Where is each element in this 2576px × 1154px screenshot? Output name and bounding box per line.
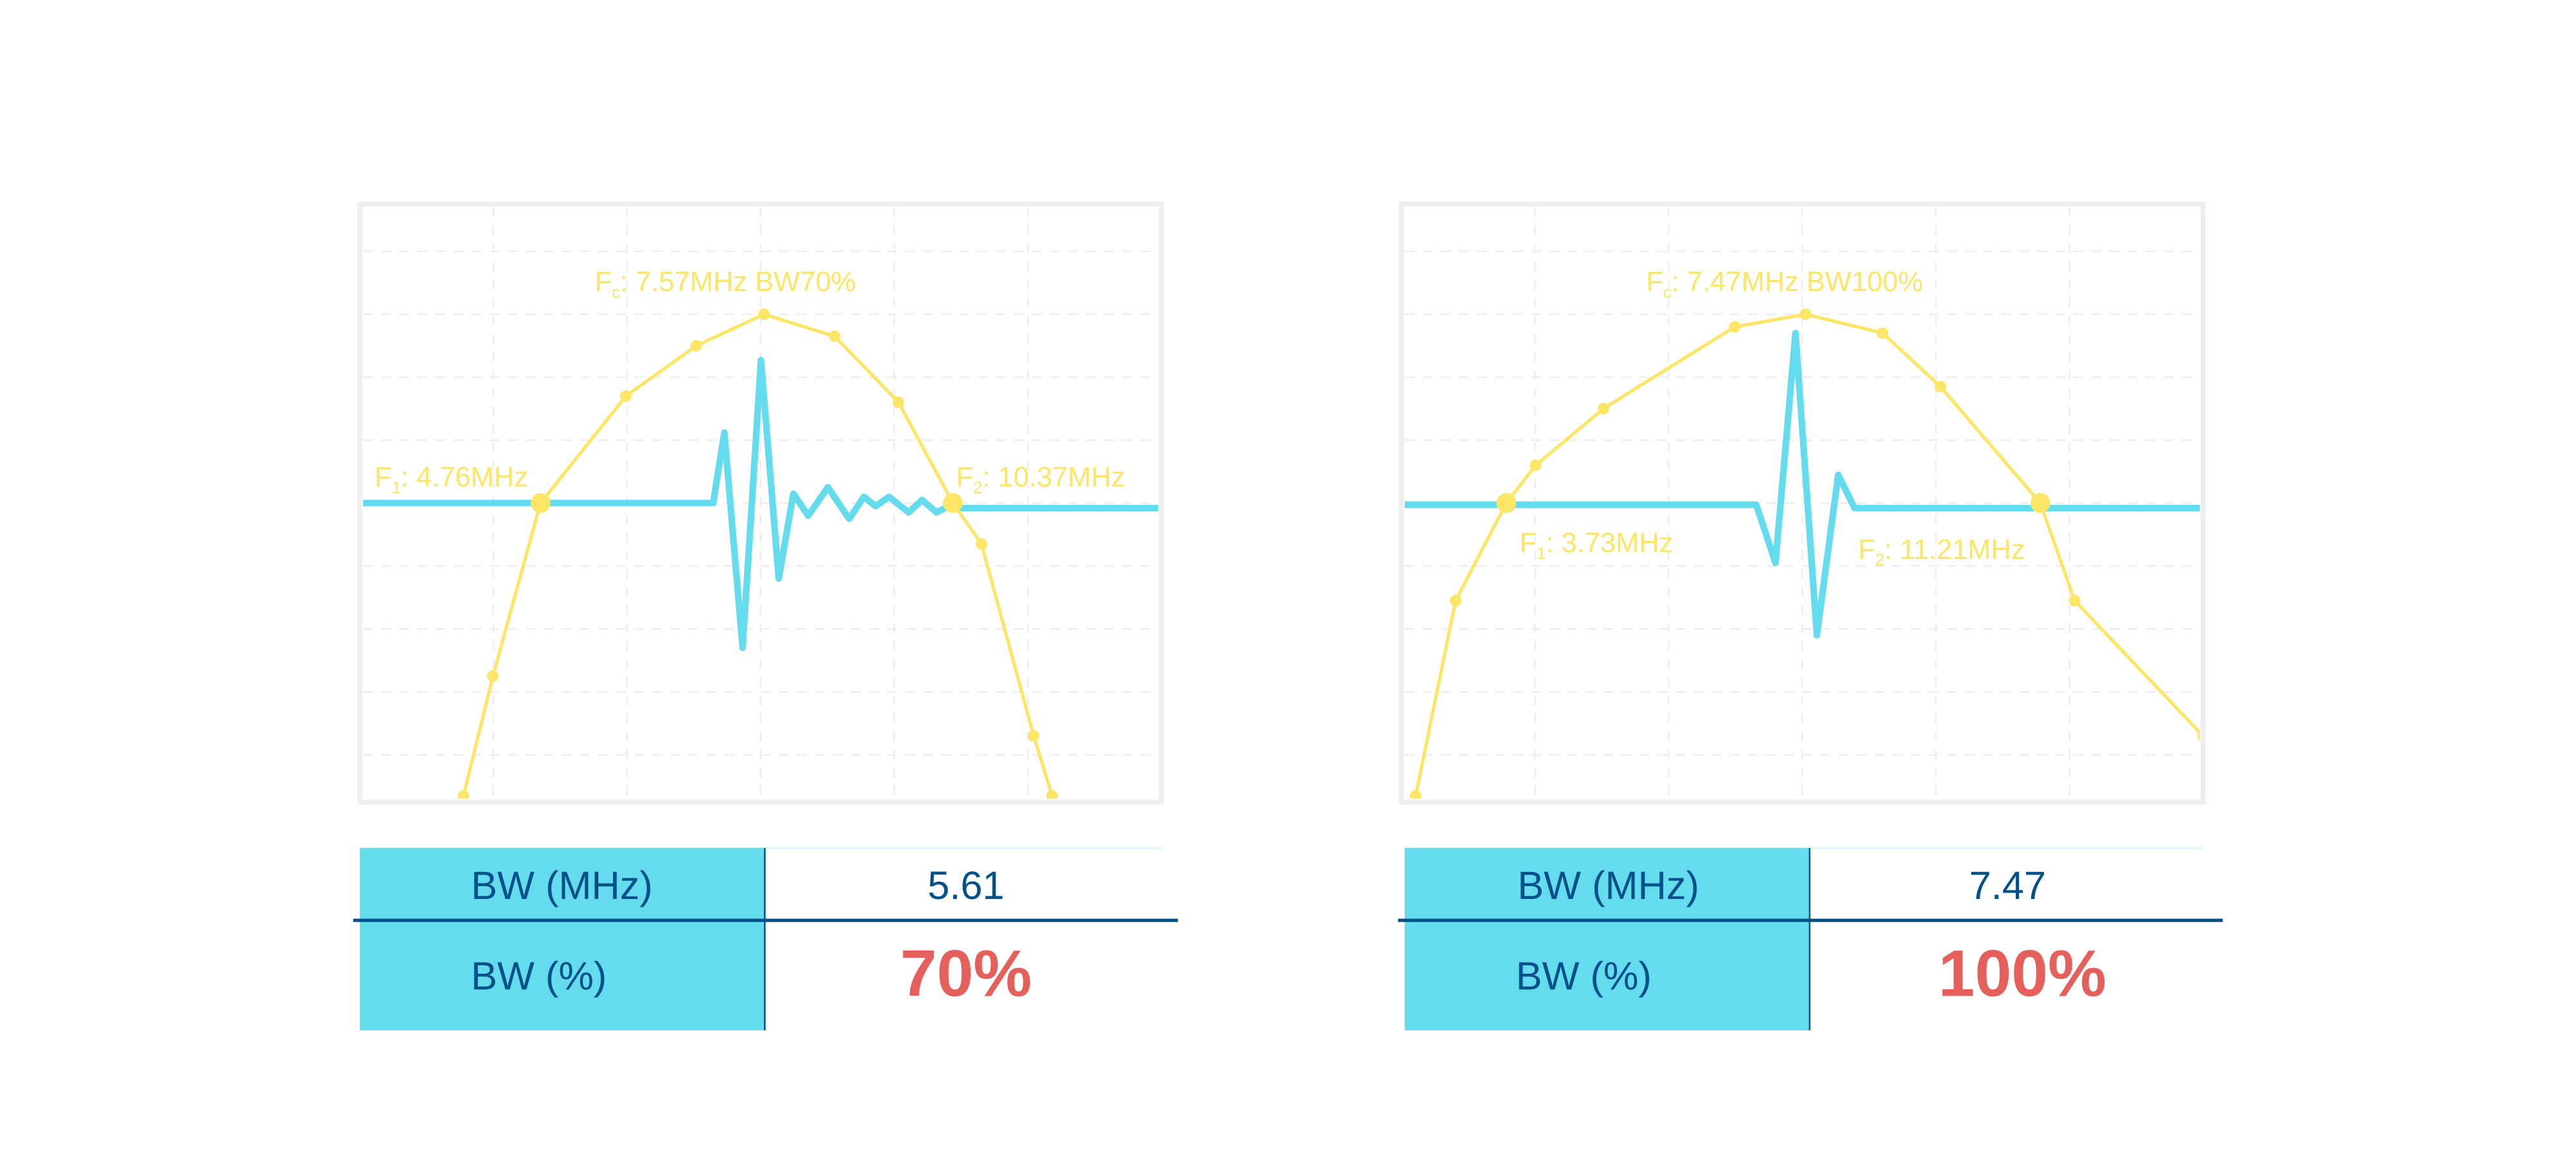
- plot-area: [1405, 308, 2200, 799]
- f2-label: F2: 10.37MHz: [956, 462, 1125, 497]
- bandwidth-table-right: BW (MHz) 7.47 BW (%) 100%: [1397, 847, 2223, 1031]
- f1-label: F1: 3.73MHz: [1520, 528, 1673, 563]
- f2-marker: [2030, 493, 2050, 513]
- pulse-waveform-line: [363, 357, 1159, 652]
- f1-marker: [1496, 493, 1517, 513]
- spectrum-point: [1728, 321, 1741, 333]
- spectrum-point: [828, 330, 840, 343]
- spectrum-point: [976, 538, 987, 550]
- spectrum-point: [2069, 594, 2081, 607]
- chart-left: Fc: 7.57MHz BW70% F1: 4.76MHz F2: 10.37M…: [357, 202, 1164, 805]
- header-cell-bg: [359, 847, 764, 1031]
- bw-mhz-value: 5.61: [927, 864, 1004, 907]
- spectrum-line: [462, 312, 1054, 797]
- center-frequency-label: Fc: 7.47MHz BW100%: [1646, 267, 1923, 301]
- spectrum-point: [1935, 381, 1946, 393]
- spectrum-point: [1877, 327, 1889, 339]
- spectrum-point: [457, 790, 469, 799]
- spectrum-point: [487, 670, 499, 682]
- spectrum-point: [1597, 402, 1609, 415]
- bandwidth-table-left: BW (MHz) 5.61 BW (%) 70%: [353, 847, 1179, 1031]
- header-cell-bg: [1405, 847, 1809, 1031]
- bw-mhz-value: 7.47: [1969, 864, 2046, 907]
- bw-percent-label: BW (%): [471, 954, 607, 998]
- spectrum-point: [1028, 730, 1039, 742]
- bw-mhz-label: BW (MHz): [1517, 864, 1699, 907]
- spectrum-point: [1799, 308, 1812, 320]
- spectrum-point: [893, 396, 904, 408]
- spectrum-point: [620, 390, 632, 402]
- f1-marker: [531, 493, 551, 513]
- spectrum-point: [1410, 790, 1422, 799]
- f1-label: F1: 4.76MHz: [375, 462, 528, 497]
- center-frequency-label: Fc: 7.57MHz BW70%: [594, 267, 856, 301]
- bw-percent-label: BW (%): [1516, 954, 1652, 998]
- bw-percent-value: 70%: [900, 937, 1032, 1010]
- spectrum-point: [1046, 790, 1058, 799]
- spectrum-point: [1450, 594, 1462, 607]
- spectrum-point: [2197, 731, 2200, 741]
- bw-mhz-label: BW (MHz): [471, 864, 652, 907]
- spectrum-line: [1414, 312, 2200, 797]
- f2-label: F2: 11.21MHz: [1858, 534, 2025, 569]
- bw-percent-value: 100%: [1938, 937, 2107, 1010]
- spectrum-point: [758, 308, 770, 320]
- chart-right: Fc: 7.47MHz BW100% F1: 3.73MHz F2: 11.21…: [1399, 202, 2206, 805]
- pulse-waveform-line: [1405, 330, 2200, 639]
- spectrum-point: [1530, 459, 1542, 471]
- spectrum-point: [690, 339, 703, 352]
- f2-marker: [943, 493, 963, 513]
- plot-area: [363, 308, 1159, 799]
